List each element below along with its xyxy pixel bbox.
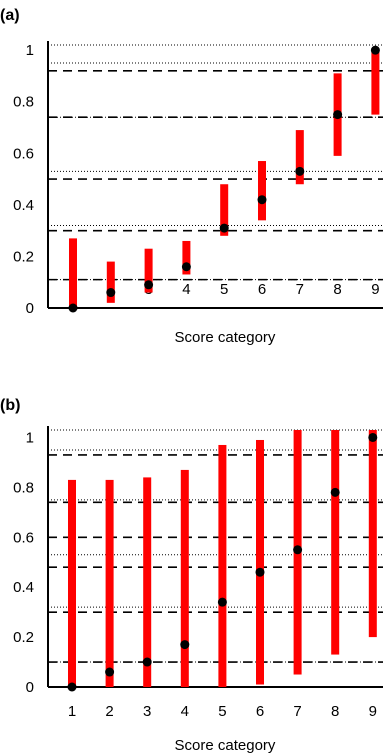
y-tick-label-0: 0	[26, 679, 34, 696]
interval-bar-4	[182, 240, 191, 275]
data-point-9	[368, 432, 378, 442]
interval-bar-3	[143, 477, 152, 687]
interval-bar-1	[68, 479, 76, 687]
y-tick-label-3: 0.6	[13, 529, 34, 546]
data-point-3	[144, 280, 154, 290]
data-point-1	[68, 303, 78, 313]
y-tick-label-4: 0.8	[13, 94, 34, 111]
x-tick-label-6: 7	[296, 281, 304, 298]
x-tick-label-6: 7	[293, 703, 301, 720]
x-tick-label-4: 5	[220, 281, 228, 298]
x-tick-label-7: 8	[333, 281, 341, 298]
interval-bar-2	[105, 479, 114, 687]
data-point-2	[105, 667, 115, 677]
y-tick-label-1: 0.2	[13, 629, 34, 646]
data-point-3	[142, 657, 152, 667]
data-point-6	[257, 195, 267, 205]
interval-bar-4	[180, 469, 189, 687]
x-tick-label-1: 2	[105, 703, 113, 720]
x-tick-label-8: 9	[369, 703, 377, 720]
interval-bar-7	[295, 130, 304, 185]
data-point-7	[295, 166, 305, 176]
interval-bar-6	[256, 439, 264, 685]
x-tick-label-2: 3	[143, 703, 151, 720]
data-point-8	[333, 110, 343, 120]
y-tick-label-3: 0.6	[13, 145, 34, 162]
data-point-1	[67, 682, 77, 692]
y-tick-label-4: 0.8	[13, 479, 34, 496]
data-point-7	[293, 545, 303, 555]
interval-bar-2	[106, 261, 115, 303]
y-tick-label-5: 1	[26, 429, 34, 446]
data-point-5	[219, 223, 229, 233]
x-tick-label-8: 9	[371, 281, 379, 298]
data-point-6	[255, 567, 265, 577]
interval-bar-1	[69, 238, 77, 308]
panel-b-x-axis-title: Score category	[175, 737, 276, 754]
interval-bar-6	[258, 161, 266, 221]
interval-bar-5	[220, 184, 229, 236]
data-point-4	[181, 262, 191, 272]
y-tick-label-2: 0.4	[13, 197, 34, 214]
interval-bar-3	[144, 248, 153, 293]
y-tick-label-1: 0.2	[13, 248, 34, 265]
x-tick-label-5: 6	[256, 703, 264, 720]
y-tick-label-5: 1	[26, 42, 34, 59]
panel-b: (b) Score category 0 0.2 0.4 0.6 0.8 1 1 2 3 4 5 6 7…	[0, 397, 383, 754]
interval-bar-9	[368, 430, 377, 638]
data-point-8	[330, 487, 340, 497]
x-tick-label-0: 1	[68, 703, 76, 720]
y-tick-label-0: 0	[26, 300, 34, 317]
panel-a-label: (a)	[0, 7, 20, 24]
data-point-5	[217, 597, 227, 607]
data-point-4	[180, 640, 190, 650]
x-tick-label-5: 6	[258, 281, 266, 298]
data-point-2	[106, 288, 116, 298]
panel-a-x-axis-title: Score category	[175, 329, 276, 346]
interval-bar-5	[218, 444, 227, 687]
interval-bar-8	[331, 430, 340, 655]
y-tick-label-2: 0.4	[13, 579, 34, 596]
x-tick-label-3: 4	[181, 703, 189, 720]
data-point-9	[370, 45, 380, 55]
x-tick-label-4: 5	[218, 703, 226, 720]
panel-a: (a) Score category 00.20.40.60.811234567…	[0, 7, 383, 346]
panel-b-label: (b)	[0, 397, 20, 414]
x-tick-label-7: 8	[331, 703, 339, 720]
interval-bar-9	[371, 50, 380, 115]
x-tick-label-3: 4	[182, 281, 190, 298]
